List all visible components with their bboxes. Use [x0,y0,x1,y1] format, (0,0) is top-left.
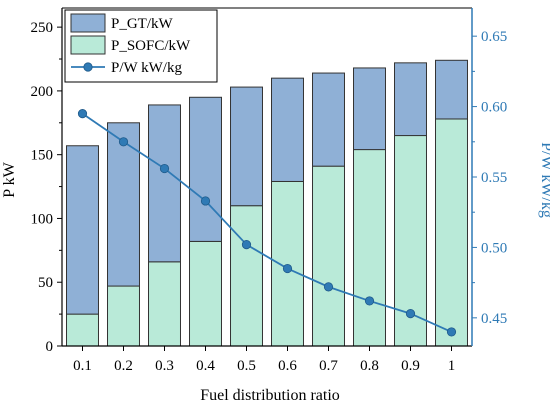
legend-swatch-p-sofc [70,35,106,55]
bar-p-sofc-3 [189,240,222,347]
bar-p-sofc-5 [271,180,304,347]
bar-p-gt-2 [148,104,181,263]
x-tick-label-0.9: 0.9 [401,358,420,374]
point-pw-0 [77,109,88,119]
bar-p-gt-7 [353,67,386,151]
point-pw-6 [323,282,334,292]
bar-p-gt-5 [271,77,304,182]
x-tick-label-0.6: 0.6 [278,358,297,374]
legend: P_GT/kW P_SOFC/kW P/W kW/kg [64,9,218,83]
bar-p-sofc-7 [353,149,386,347]
y-axis-label: P kW [1,161,18,197]
y-tick-label-0: 0 [46,339,54,355]
bar-p-sofc-2 [148,261,181,347]
bar-p-gt-9 [435,59,468,120]
y2-tick-label-0.65: 0.65 [481,29,507,45]
y-tick-label-250: 250 [31,20,54,36]
point-pw-9 [446,327,457,337]
legend-label-p-gt: P_GT/kW [111,16,174,32]
y2-tick-label-0.6: 0.60 [481,100,507,116]
line-pw [81,112,452,333]
y-tick-label-50: 50 [38,275,53,291]
point-pw-4 [241,240,252,250]
legend-swatch-p-gt [70,13,106,33]
bar-p-gt-0 [66,145,99,315]
axes-layer: 0 50 100 150 200 250 0.45 0.50 0.55 0.60 0.65 0.1 0.… [31,7,507,374]
legend-marker-p [83,62,93,72]
x-tick-label-0.4: 0.4 [196,358,215,374]
point-pw-5 [282,263,293,274]
x-tick-label-0.7: 0.7 [319,358,338,374]
x-tick-label-0.2: 0.2 [114,358,133,374]
point-pw-2 [159,163,170,174]
point-pw-3 [200,196,211,206]
x-tick-label-0.1: 0.1 [73,358,92,374]
x-tick-label-0.5: 0.5 [237,358,256,374]
bar-p-gt-4 [230,86,263,207]
x-tick-label-1: 1 [448,358,456,374]
bar-p-sofc-4 [230,205,263,347]
bar-p-sofc-0 [66,313,99,347]
legend-label-p-sofc: P_SOFC/kW [111,38,191,54]
bar-p-gt-8 [394,62,427,137]
legend-label-p: P/W kW/kg [111,60,182,76]
bar-p-sofc-6 [312,165,345,347]
bar-p-sofc-9 [435,118,468,347]
point-pw-7 [364,296,375,306]
bar-p-sofc-1 [107,285,140,347]
x-tick-label-0.3: 0.3 [155,358,174,374]
bar-p-gt-3 [189,96,222,242]
y-tick-label-200: 200 [31,84,54,100]
bars-layer [66,59,468,347]
line-layer [77,109,457,337]
x-axis-label: Fuel distribution ratio [200,387,340,404]
bar-p-gt-6 [312,72,345,167]
bar-p-gt-1 [107,122,140,287]
y2-tick-label-0.45: 0.45 [481,311,507,327]
y2-tick-label-0.5: 0.50 [481,240,507,256]
point-pw-1 [118,137,129,147]
y-tick-label-100: 100 [31,211,54,227]
x-tick-label-0.8: 0.8 [360,358,379,374]
y-tick-label-150: 150 [31,148,54,164]
point-pw-8 [405,309,416,319]
y2-tick-label-0.55: 0.55 [481,170,507,186]
y2-axis-label: P/W kW/kg [538,142,550,218]
